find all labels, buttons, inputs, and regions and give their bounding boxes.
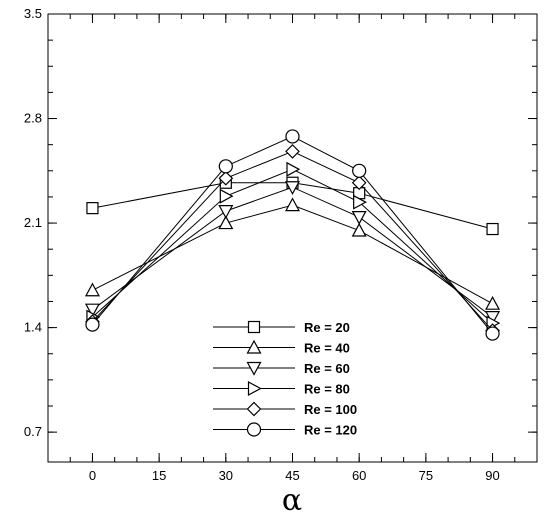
data-point xyxy=(218,215,234,230)
series-layer xyxy=(84,129,501,341)
series-line xyxy=(92,204,493,305)
y-tick-label: 2.8 xyxy=(24,111,42,126)
data-point xyxy=(284,197,301,212)
y-tick-label: 1.4 xyxy=(24,320,42,335)
x-tick-label: 15 xyxy=(152,468,166,483)
data-point xyxy=(218,159,233,174)
legend-entry: Re = 40 xyxy=(213,339,350,356)
y-tick-label: 2.1 xyxy=(24,215,42,230)
x-tick-label: 75 xyxy=(419,468,433,483)
legend-marker xyxy=(247,380,262,397)
x-tick-label: 60 xyxy=(352,468,366,483)
legend-label: Re = 80 xyxy=(304,382,350,397)
legend-entry: Re = 120 xyxy=(213,422,357,438)
series-6 xyxy=(85,129,500,341)
series-2 xyxy=(84,197,501,310)
data-point xyxy=(218,170,234,186)
data-point xyxy=(351,210,367,225)
x-tick-label: 45 xyxy=(285,468,299,483)
data-point xyxy=(86,202,99,215)
data-point xyxy=(286,161,301,177)
legend-label: Re = 40 xyxy=(304,341,350,356)
series-5 xyxy=(85,144,500,338)
series-4 xyxy=(86,161,501,331)
legend-marker xyxy=(246,339,262,354)
legend-label: Re = 100 xyxy=(304,402,357,417)
x-axis: 0 15 30 45 60 75 90 xyxy=(47,14,538,483)
data-point xyxy=(285,144,300,159)
y-tick-label: 3.5 xyxy=(24,6,42,21)
data-point xyxy=(486,222,499,236)
x-tick-label: 0 xyxy=(89,468,96,483)
x-tick-label: 30 xyxy=(219,468,233,483)
legend-label: Re = 60 xyxy=(304,361,350,376)
legend-label: Re = 20 xyxy=(304,320,350,335)
data-point xyxy=(219,188,234,204)
data-point xyxy=(485,295,501,310)
legend-marker xyxy=(247,320,261,334)
legend-marker xyxy=(246,422,262,437)
data-point xyxy=(485,326,500,341)
data-point xyxy=(351,222,367,237)
series-3 xyxy=(84,181,501,325)
x-tick-label: 90 xyxy=(485,468,499,483)
data-point xyxy=(285,129,300,144)
legend-entry: Re = 60 xyxy=(213,361,350,376)
data-point xyxy=(352,163,367,178)
y-axis: 0.7 1.4 2.1 2.8 3.5 xyxy=(24,6,537,439)
legend-label: Re = 120 xyxy=(304,423,357,438)
data-point xyxy=(84,303,100,318)
legend: Re = 20 Re = 40 Re = 60 Re = 80 Re = 100 Re =… xyxy=(213,320,357,438)
data-point xyxy=(351,175,367,191)
data-point xyxy=(218,205,234,219)
plot-frame xyxy=(47,13,538,463)
data-point xyxy=(284,181,301,195)
legend-entry: Re = 100 xyxy=(213,401,357,417)
data-point xyxy=(353,194,367,210)
x-axis-title: α xyxy=(282,483,302,518)
legend-marker xyxy=(246,361,262,376)
data-point xyxy=(84,282,100,297)
data-point xyxy=(85,317,100,332)
legend-entry: Re = 20 xyxy=(213,320,350,335)
legend-entry: Re = 80 xyxy=(213,380,350,397)
legend-marker xyxy=(246,401,262,417)
y-tick-label: 0.7 xyxy=(24,424,42,439)
